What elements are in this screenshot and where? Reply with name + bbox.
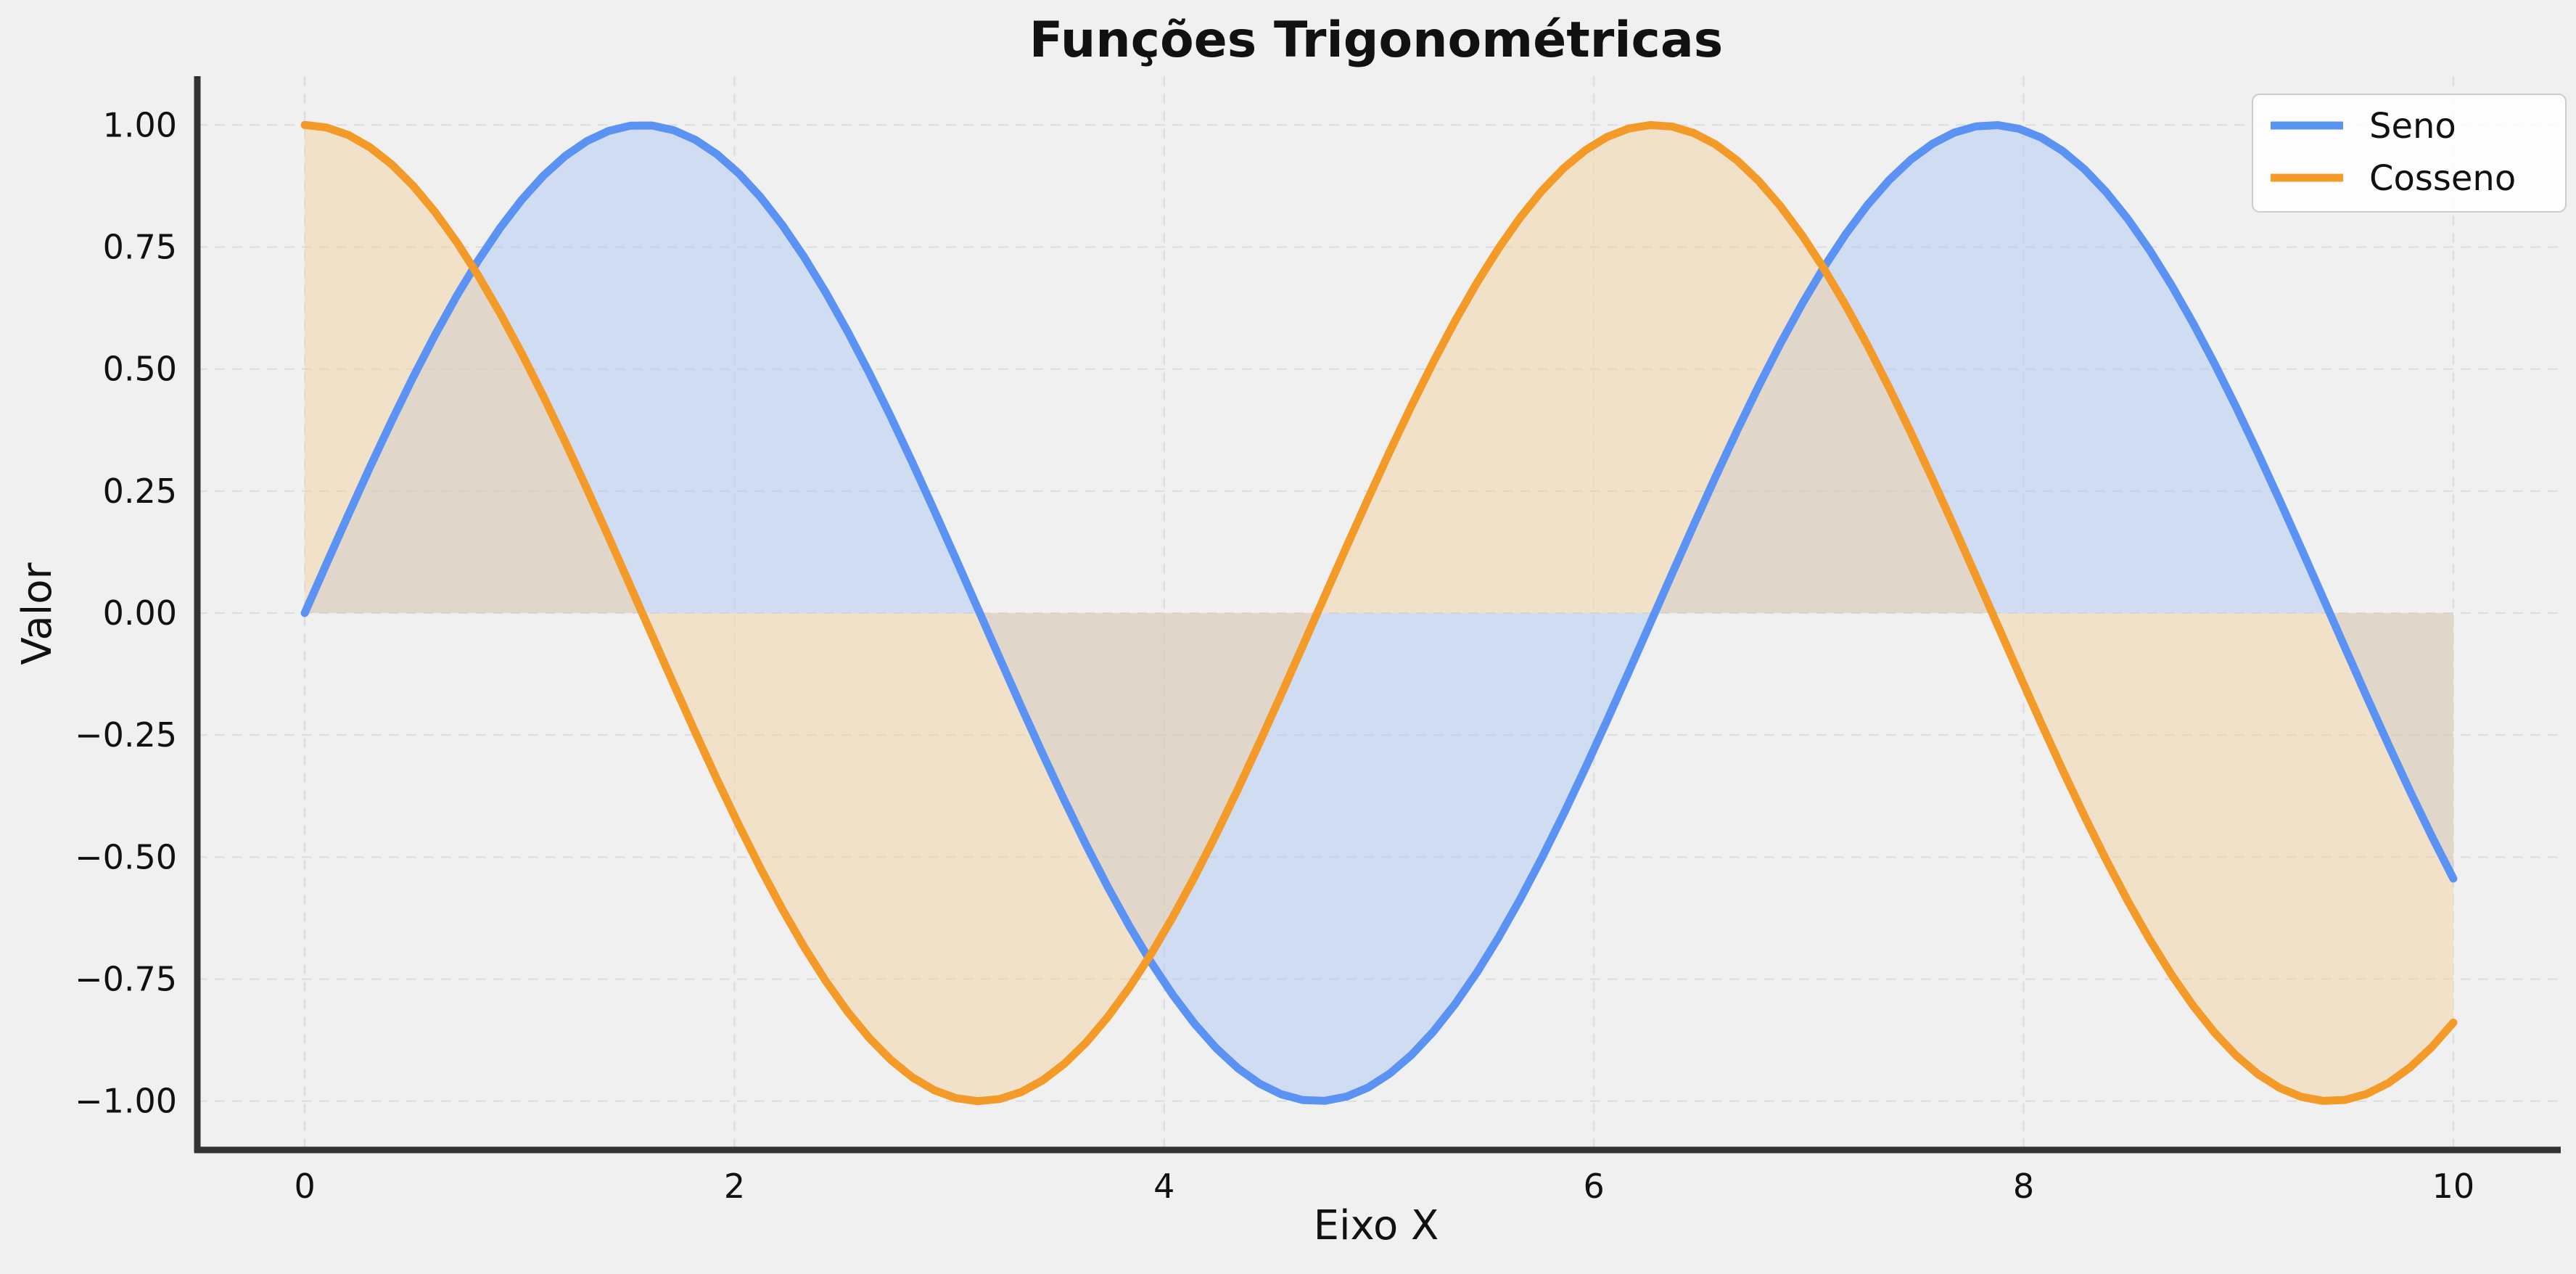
x-axis-label: Eixo X <box>1314 1202 1439 1249</box>
x-tick-label: 8 <box>2013 1167 2034 1206</box>
legend-label-seno: Seno <box>2369 106 2456 147</box>
series-line-seno <box>300 120 2458 1105</box>
y-tick-label: 0.50 <box>103 350 177 389</box>
y-tick-label: −0.25 <box>75 715 177 755</box>
legend: Seno Cosseno <box>2252 94 2567 213</box>
area-fills <box>305 125 2453 1101</box>
y-tick-label: −1.00 <box>75 1082 177 1121</box>
tick-labels: 0 2 4 6 8 10 1.00 0.75 0.50 0.25 0.00 −0.25 −0.50 −0.… <box>75 105 2474 1206</box>
x-tick-label: 10 <box>2432 1167 2475 1206</box>
legend-label-cosseno: Cosseno <box>2369 158 2516 199</box>
x-tick-label: 6 <box>1584 1167 1605 1206</box>
x-tick-label: 2 <box>724 1167 745 1206</box>
y-tick-label: −0.75 <box>75 960 177 999</box>
x-tick-label: 4 <box>1153 1167 1174 1206</box>
series-fill-seno <box>305 125 2453 1101</box>
axes <box>194 76 2561 1154</box>
y-axis-label: Valor <box>14 562 61 665</box>
grid <box>197 76 2561 1150</box>
series-fill-cosseno <box>305 125 2453 1101</box>
y-tick-label: 0.25 <box>103 472 177 511</box>
y-tick-label: 1.00 <box>103 105 177 144</box>
series-lines <box>300 120 2458 1106</box>
y-tick-label: 0.75 <box>103 227 177 266</box>
y-tick-label: 0.00 <box>103 593 177 633</box>
series-line-cosseno <box>300 120 2458 1106</box>
y-tick-label: −0.50 <box>75 837 177 876</box>
chart-title: Funções Trigonométricas <box>1029 12 1723 69</box>
x-tick-label: 0 <box>294 1167 315 1206</box>
